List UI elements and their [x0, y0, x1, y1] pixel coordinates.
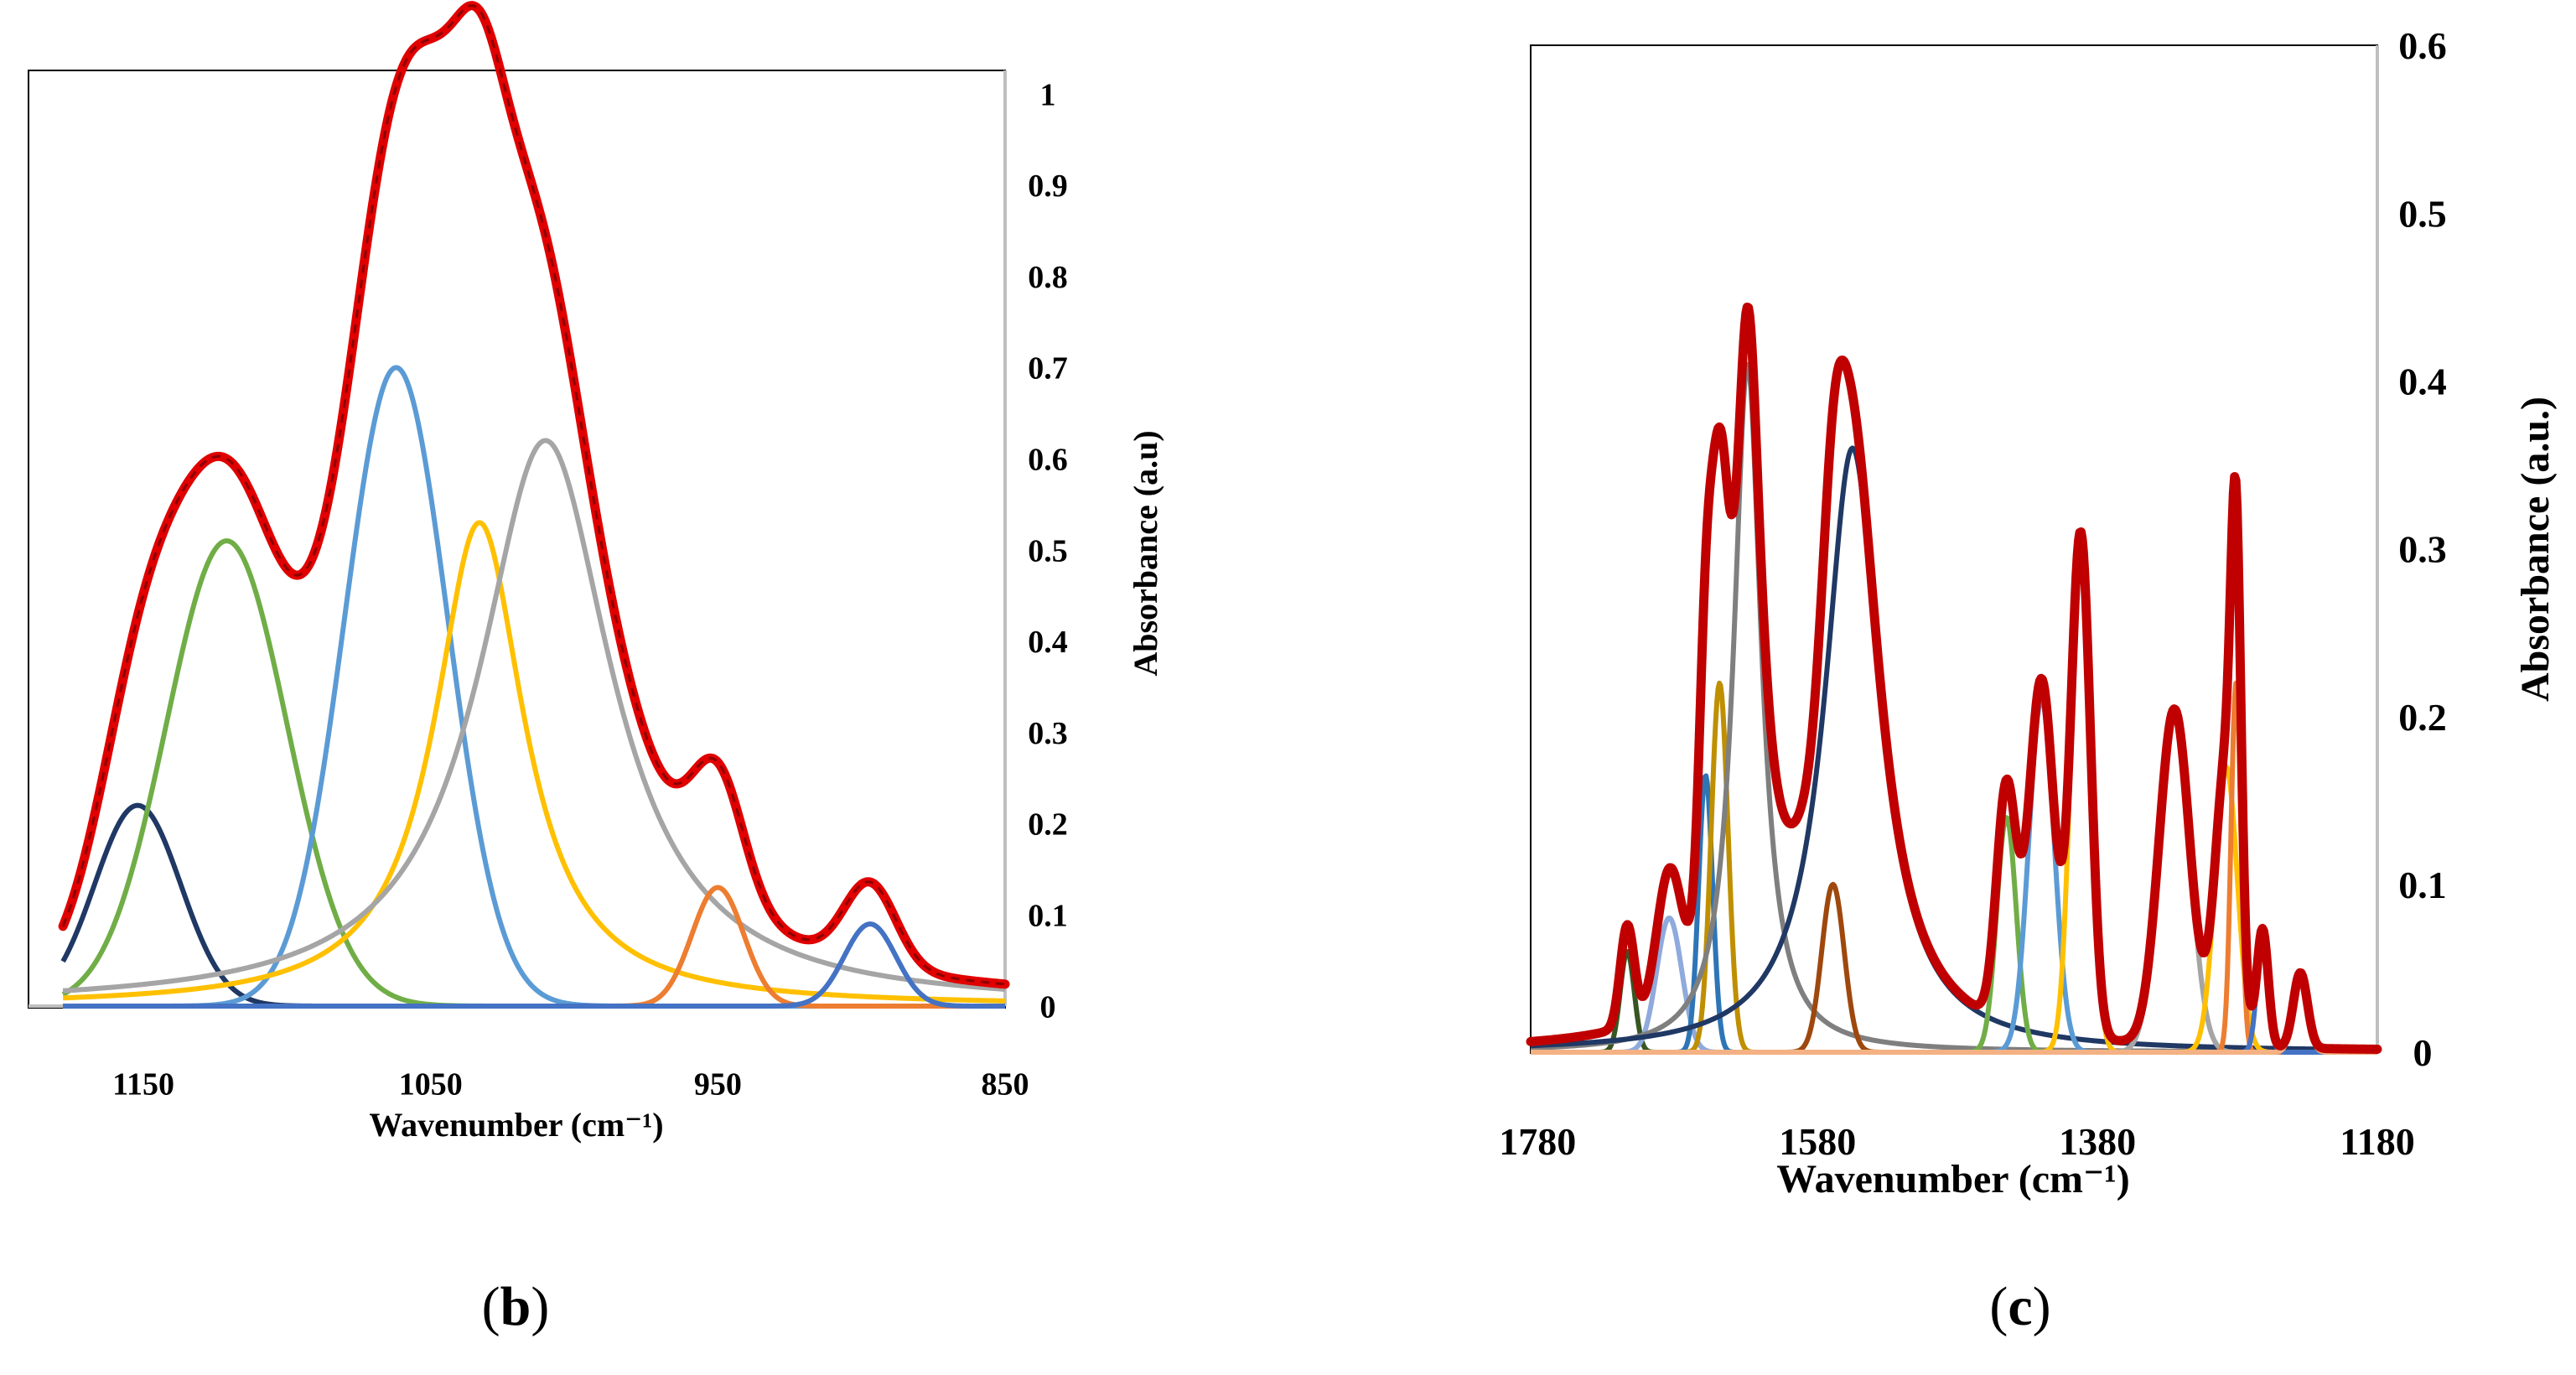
panel-b-label-close: ) — [531, 1276, 549, 1337]
panel-b-label-open: ( — [482, 1276, 500, 1337]
panel-b-y-tick-label: 1 — [1040, 77, 1056, 112]
panel-b-y-tick-label: 0.9 — [1028, 169, 1068, 204]
panel-b-y-tick-labels: 0 0.1 0.2 0.3 0.4 0.5 0.6 0.7 0.8 0.9 1 — [1028, 77, 1068, 1025]
panel-b-y-tick-label: 0.7 — [1028, 351, 1068, 387]
panel-b-y-tick-label: 0.5 — [1028, 533, 1068, 568]
panel-b-x-tick-labels: 1150 1050 950 850 — [112, 1066, 1029, 1102]
panel-b-y-tick-label: 0 — [1040, 989, 1056, 1025]
panel-c-chart: 0 0.1 0.2 0.3 0.4 0.5 0.6 1780 1580 1380 1180 Wav… — [1499, 24, 2558, 1337]
panel-b-x-tick-label: 950 — [694, 1066, 742, 1102]
panel-c-y-tick-label: 0.2 — [2398, 696, 2447, 739]
panel-b-chart: 0 0.1 0.2 0.3 0.4 0.5 0.6 0.7 0.8 0.9 1 1150 1050 95… — [28, 1, 1164, 1337]
panel-b-x-axis-label: Wavenumber (cm⁻¹) — [369, 1106, 663, 1144]
panel-c-label-letter: c — [2008, 1276, 2032, 1337]
panel-c-y-tick-label: 0.5 — [2398, 192, 2447, 235]
panel-b-sum-envelope-dash — [61, 4, 1006, 986]
panel-b-x-tick-label: 1050 — [399, 1066, 463, 1102]
panel-b-y-tick-label: 0.4 — [1028, 625, 1068, 660]
panel-c-label-open: ( — [1989, 1276, 2008, 1337]
panel-b-x-tick-label: 850 — [982, 1066, 1029, 1102]
panel-b-band-1033 — [61, 520, 1007, 1004]
panel-c-sum-envelope — [1526, 302, 2382, 1054]
panel-c-x-tick-label: 1380 — [2059, 1120, 2136, 1163]
panel-b-band-1010 — [61, 438, 1007, 994]
panel-c-x-tick-label: 1780 — [1499, 1120, 1576, 1163]
panel-c-y-tick-label: 0.4 — [2398, 360, 2447, 402]
panel-b-y-tick-label: 0.3 — [1028, 716, 1068, 751]
panel-b-y-tick-label: 0.2 — [1028, 807, 1068, 843]
panel-b-plot-frame — [28, 70, 1006, 1009]
panel-c-label-close: ) — [2033, 1276, 2051, 1337]
panel-b-y-axis-label: Absorbance (a.u) — [1127, 430, 1164, 676]
panel-c-band-1235 — [1529, 974, 2379, 1055]
panel-c-curves — [1526, 302, 2382, 1055]
panel-c-y-tick-label: 0.6 — [2398, 24, 2447, 67]
panel-c-y-tick-label: 0 — [2413, 1031, 2433, 1074]
panel-b-y-tick-label: 0.6 — [1028, 443, 1068, 478]
panel-c-y-tick-label: 0.3 — [2398, 528, 2447, 571]
panel-c-x-axis-label: Wavenumber (cm⁻¹) — [1776, 1157, 2129, 1201]
panel-b-band-897 — [61, 921, 1007, 1009]
panel-c-y-axis-label: Absorbance (a.u.) — [2513, 397, 2558, 702]
panel-c-y-tick-labels: 0 0.1 0.2 0.3 0.4 0.5 0.6 — [2398, 24, 2447, 1074]
panel-b-label-letter: b — [500, 1276, 531, 1337]
panel-b-curves — [58, 1, 1010, 1009]
panel-c-x-tick-labels: 1780 1580 1380 1180 — [1499, 1120, 2414, 1163]
panel-c-x-tick-label: 1180 — [2340, 1120, 2414, 1163]
panel-c-x-tick-label: 1580 — [1779, 1120, 1856, 1163]
panel-b-y-tick-label: 0.1 — [1028, 899, 1068, 934]
panel-b-label: (b) — [482, 1276, 550, 1337]
panel-b-x-tick-label: 1150 — [112, 1066, 174, 1102]
panel-b-y-tick-label: 0.8 — [1028, 260, 1068, 295]
panel-c-label: (c) — [1989, 1276, 2050, 1337]
panel-c-y-tick-label: 0.1 — [2398, 864, 2447, 906]
